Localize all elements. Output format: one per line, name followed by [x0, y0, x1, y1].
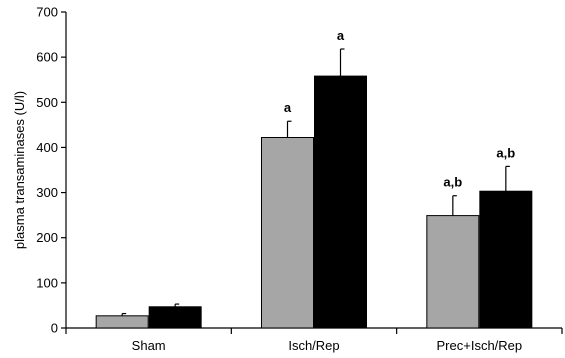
y-axis-title: plasma transaminases (U/l)	[12, 91, 27, 249]
bar	[426, 215, 480, 329]
significance-label: a	[337, 28, 345, 43]
bar	[479, 190, 533, 329]
x-category-label: Sham	[132, 338, 166, 353]
y-tick-label: 700	[36, 5, 58, 20]
significance-label: a,b	[443, 175, 462, 190]
y-tick-label: 200	[36, 230, 58, 245]
bar	[314, 75, 367, 329]
x-category-label: Isch/Rep	[288, 338, 339, 353]
x-category-label: Prec+Isch/Rep	[437, 338, 523, 353]
bar	[95, 315, 149, 329]
y-tick-label: 300	[36, 185, 58, 200]
bar	[261, 136, 314, 329]
y-tick-label: 600	[36, 50, 58, 65]
y-tick-label: 400	[36, 140, 58, 155]
plot-area: 0 100 200 300 400 500 600 700 Sham a a Isch/Rep a,b a…	[36, 5, 563, 353]
significance-label: a,b	[496, 145, 515, 160]
y-tick-label: 0	[51, 321, 58, 336]
significance-label: a	[284, 100, 292, 115]
y-tick-label: 100	[36, 275, 58, 290]
bar	[148, 306, 202, 329]
y-tick-label: 500	[36, 95, 58, 110]
